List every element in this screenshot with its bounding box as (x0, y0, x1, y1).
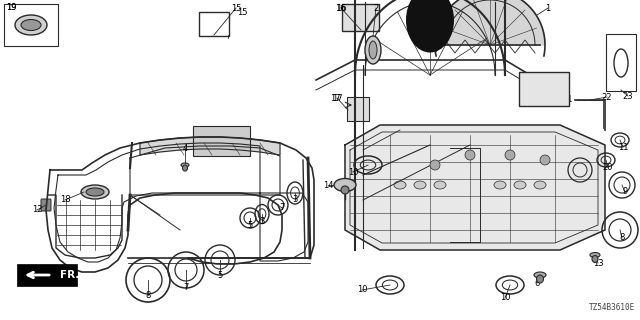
FancyBboxPatch shape (17, 264, 77, 286)
Ellipse shape (81, 185, 109, 199)
Ellipse shape (15, 15, 47, 35)
Polygon shape (140, 137, 280, 155)
Text: 10: 10 (348, 167, 358, 177)
Text: 3: 3 (292, 196, 298, 204)
Text: 11: 11 (618, 142, 628, 151)
Text: 21: 21 (563, 94, 573, 103)
Circle shape (540, 155, 550, 165)
Text: 3: 3 (259, 218, 265, 227)
Circle shape (505, 150, 515, 160)
Text: 8: 8 (145, 291, 150, 300)
Ellipse shape (21, 20, 41, 30)
Ellipse shape (394, 181, 406, 189)
Ellipse shape (536, 275, 543, 283)
Text: 17: 17 (330, 93, 340, 102)
Text: 1: 1 (545, 4, 550, 12)
Text: 7: 7 (279, 204, 285, 212)
Ellipse shape (494, 181, 506, 189)
Ellipse shape (365, 36, 381, 64)
Text: 10: 10 (500, 293, 510, 302)
Text: TZ54B3610E: TZ54B3610E (589, 303, 635, 312)
Ellipse shape (369, 41, 377, 59)
Ellipse shape (181, 163, 189, 167)
Circle shape (430, 160, 440, 170)
Text: 20: 20 (603, 163, 613, 172)
Text: 2: 2 (373, 4, 379, 12)
Text: 12: 12 (32, 205, 42, 214)
Text: 22: 22 (602, 92, 612, 101)
Text: 7: 7 (183, 283, 189, 292)
Polygon shape (345, 125, 605, 250)
Ellipse shape (534, 181, 546, 189)
Text: 9: 9 (622, 188, 628, 196)
FancyBboxPatch shape (41, 199, 51, 211)
Text: 16: 16 (336, 4, 346, 12)
Text: 8: 8 (620, 234, 625, 243)
Ellipse shape (182, 165, 188, 171)
Ellipse shape (406, 0, 454, 52)
Text: 18: 18 (60, 196, 70, 204)
Circle shape (465, 150, 475, 160)
Text: 15: 15 (231, 4, 241, 12)
Text: 5: 5 (218, 270, 223, 279)
Text: 23: 23 (623, 92, 634, 100)
Text: 6: 6 (534, 278, 540, 287)
Ellipse shape (592, 255, 598, 262)
Ellipse shape (514, 181, 526, 189)
Text: 10: 10 (356, 285, 367, 294)
Text: 17: 17 (332, 93, 342, 102)
FancyBboxPatch shape (519, 72, 569, 106)
Text: 16: 16 (335, 4, 346, 12)
Polygon shape (435, 0, 545, 45)
Ellipse shape (414, 181, 426, 189)
Text: 5: 5 (248, 221, 253, 230)
FancyBboxPatch shape (347, 97, 369, 121)
FancyBboxPatch shape (342, 4, 379, 31)
Ellipse shape (534, 272, 546, 278)
Ellipse shape (334, 179, 356, 191)
Ellipse shape (434, 181, 446, 189)
Text: 13: 13 (593, 259, 604, 268)
Text: 19: 19 (6, 3, 16, 12)
Text: 14: 14 (323, 180, 333, 189)
Ellipse shape (341, 186, 349, 194)
Text: 4: 4 (182, 143, 188, 153)
FancyBboxPatch shape (193, 126, 250, 156)
Text: FR.: FR. (60, 270, 79, 280)
Ellipse shape (86, 188, 104, 196)
Text: 19: 19 (6, 3, 16, 12)
Ellipse shape (590, 252, 600, 258)
Text: 15: 15 (237, 7, 247, 17)
